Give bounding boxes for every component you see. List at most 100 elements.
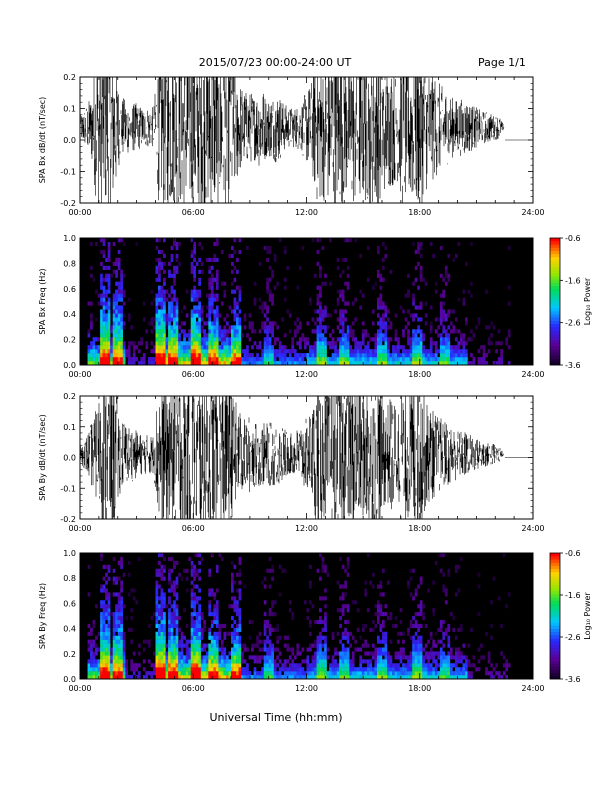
spectrogram-cell	[281, 663, 285, 668]
spectrogram-cell	[379, 612, 383, 617]
spectrogram-cell	[266, 655, 269, 660]
spectrogram-cell	[158, 560, 161, 566]
spectrogram-cell	[482, 349, 486, 354]
spectrogram-cell	[95, 345, 98, 350]
spectrogram-cell	[361, 671, 365, 676]
spectrogram-cell	[246, 361, 249, 365]
spectrogram-cell	[271, 663, 274, 668]
spectrogram-cell	[382, 305, 385, 310]
spectrogram-cell	[366, 345, 370, 350]
spectrogram-cell	[203, 321, 207, 326]
spectrogram-cell	[190, 663, 194, 668]
spectrogram-cell	[437, 333, 441, 338]
spectrogram-cell	[178, 341, 181, 346]
spectrogram-cell	[490, 675, 493, 679]
spectrogram-cell	[120, 337, 123, 342]
spectrogram-cell	[170, 309, 174, 314]
x-tick-label: 12:00	[295, 524, 318, 533]
spectrogram-cell	[193, 659, 196, 664]
spectrogram-cell	[122, 635, 126, 640]
spectrogram-cell	[266, 281, 269, 286]
spectrogram-cell	[155, 341, 159, 346]
spectrogram-cell	[291, 667, 295, 672]
spectrogram-cell	[115, 329, 118, 334]
spectrogram-cell	[359, 655, 363, 660]
colorbar-segment	[550, 317, 560, 321]
spectrogram-cell	[198, 612, 201, 617]
spectrogram-cell	[281, 345, 285, 350]
spectrogram-cell	[334, 357, 337, 362]
spectrogram-cell	[236, 667, 239, 672]
spectrogram-cell	[402, 353, 405, 358]
spectrogram-cell	[178, 639, 181, 644]
spectrogram-cell	[223, 651, 227, 656]
spectrogram-cell	[117, 289, 121, 294]
spectrogram-cell	[384, 663, 388, 668]
spectrogram-cell	[208, 604, 212, 609]
spectrogram-cell	[213, 604, 217, 609]
y-tick-label: 1.0	[63, 234, 76, 243]
spectrogram-cell	[120, 639, 123, 644]
spectrogram-cell	[291, 675, 295, 679]
colorbar-segment	[550, 669, 560, 673]
spectrogram-cell	[349, 643, 352, 648]
spectrogram-cell	[442, 651, 446, 656]
spectrogram-cell	[110, 655, 113, 660]
spectrogram-cell	[142, 675, 146, 679]
spectrogram-cell	[117, 671, 121, 676]
spectrogram-cell	[97, 337, 101, 342]
spectrogram-cell	[205, 305, 209, 310]
spectrogram-cell	[175, 639, 179, 644]
spectrogram-cell	[336, 608, 340, 613]
spectrogram-cell	[185, 357, 189, 362]
spectrogram-cell	[208, 671, 212, 676]
spectrogram-cell	[341, 659, 345, 664]
spectrogram-cell	[384, 321, 388, 326]
spectrogram-cell	[178, 325, 181, 330]
spectrogram-cell	[359, 341, 363, 346]
spectrogram-cells	[87, 553, 511, 679]
spectrogram-cell	[293, 333, 297, 338]
spectrogram-cell	[359, 253, 363, 259]
spectrogram-cell	[374, 671, 378, 676]
spectrogram-cell	[283, 285, 287, 290]
spectrogram-cell	[100, 647, 103, 652]
spectrogram-cell	[399, 647, 403, 652]
spectrogram-cell	[117, 345, 121, 350]
spectrogram-cell	[155, 639, 159, 644]
spectrogram-cell	[168, 643, 171, 648]
spectrogram-cell	[110, 651, 113, 656]
spectrogram-cell	[120, 321, 123, 326]
spectrogram-cell	[346, 560, 350, 566]
spectrogram-cell	[215, 651, 219, 656]
spectrogram-cell	[208, 592, 212, 597]
spectrogram-cell	[102, 639, 106, 644]
spectrogram-cell	[105, 265, 108, 270]
spectrogram-cell	[188, 337, 191, 342]
spectrogram-cell	[369, 663, 373, 668]
spectrogram-cell	[263, 245, 267, 251]
spectrogram-cell	[329, 345, 332, 350]
spectrogram-cell	[127, 317, 131, 322]
spectrogram-cell	[276, 675, 280, 679]
spectrogram-cell	[490, 663, 493, 668]
spectrogram-cell	[155, 305, 159, 310]
spectrogram-cell	[117, 651, 121, 656]
spectrogram-cell	[190, 357, 194, 362]
spectrogram-cell	[112, 325, 116, 330]
spectrogram-cell	[402, 655, 405, 660]
spectrogram-cell	[238, 659, 242, 664]
spectrogram-cell	[175, 325, 179, 330]
spectrogram-cell	[379, 293, 383, 298]
spectrogram-cell	[175, 253, 179, 259]
spectrogram-cell	[470, 241, 473, 247]
spectrogram-cell	[369, 675, 373, 679]
spectrogram-cell	[170, 353, 174, 358]
spectrogram-cell	[394, 345, 398, 350]
spectrogram-cell	[434, 659, 438, 664]
spectrogram-cell	[424, 667, 428, 672]
spectrogram-cell	[105, 627, 108, 632]
spectrogram-cell	[379, 651, 383, 656]
y-tick-label: 0.2	[63, 336, 76, 345]
spectrogram-cell	[160, 663, 164, 668]
